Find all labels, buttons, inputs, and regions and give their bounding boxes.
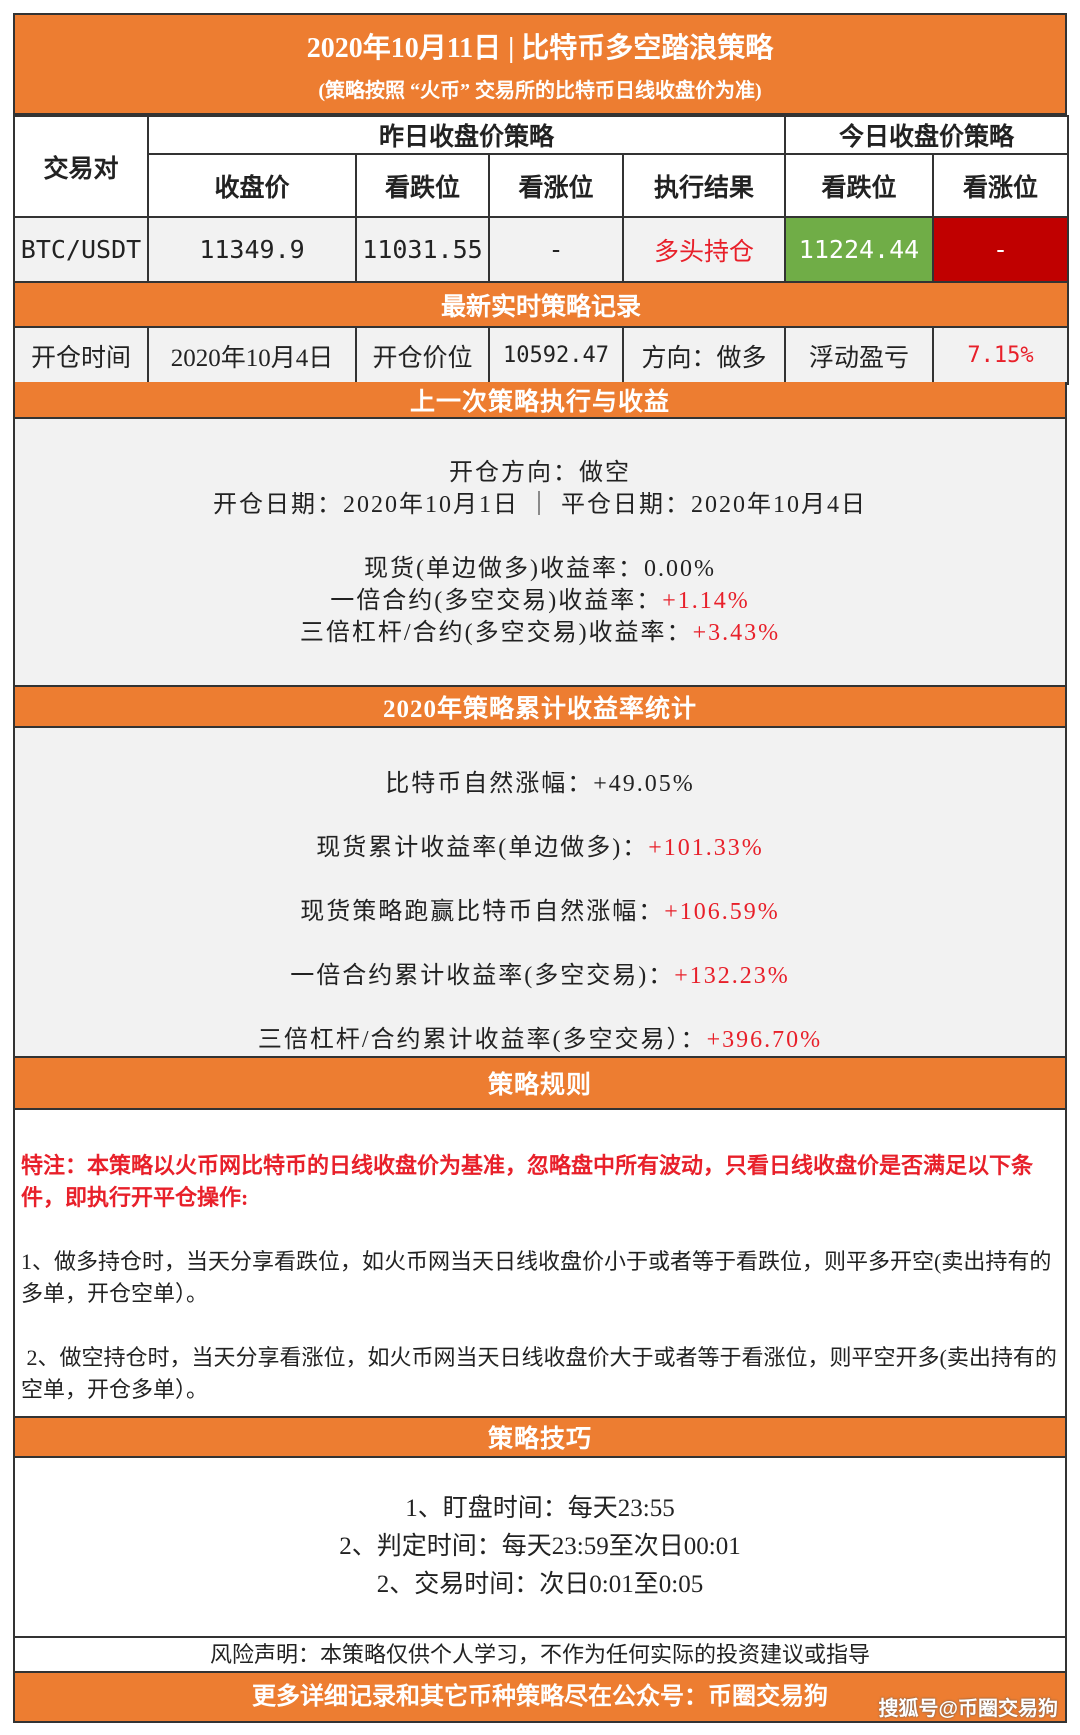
open-time-value: 2020年10月4日 [147,326,357,385]
page-header: 2020年10月11日 | 比特币多空踏浪策略 (策略按照 “火币” 交易所的比… [13,13,1067,115]
risk-disclaimer: 风险声明：本策略仅供个人学习，不作为任何实际的投资建议或指导 [13,1638,1067,1673]
last-item: 一倍合约(多空交易)收益率：+1.14% [330,588,750,614]
pair-header: 交易对 [13,115,149,218]
last-dates: 开仓日期：2020年10月1日 ｜ 平仓日期：2020年10月4日 [213,492,867,518]
open-price-value: 10592.47 [488,326,624,385]
yesterday-group-header: 昨日收盘价策略 [146,115,787,155]
pnl-label: 浮动盈亏 [784,326,935,385]
rule-item: 2、做空持仓时，当天分享看涨位，如火币网当天日线收盘价大于或者等于看涨位，则平空… [21,1345,1057,1402]
col-today-bear: 看跌位 [784,153,935,218]
tip-item: 1、盯盘时间：每天23:55 [405,1495,675,1522]
stat-item: 一倍合约累计收益率(多空交易)：+132.23% [290,963,790,989]
footer-text: 更多详细记录和其它币种策略尽在公众号：币圈交易狗 [252,1684,828,1710]
tip-item: 2、交易时间：次日0:01至0:05 [376,1571,704,1598]
open-price-label: 开仓价位 [355,326,490,385]
rules-section: 特注：本策略以火币网比特币的日线收盘价为基准，忽略盘中所有波动，只看日线收盘价是… [13,1110,1067,1418]
col-bull: 看涨位 [488,153,624,218]
tips-section-title: 策略技巧 [13,1418,1067,1458]
last-section: 开仓方向：做空 开仓日期：2020年10月1日 ｜ 平仓日期：2020年10月4… [13,419,1067,687]
tips-section: 1、盯盘时间：每天23:55 2、判定时间：每天23:59至次日00:01 2、… [13,1458,1067,1638]
direction-value: 方向：做多 [621,326,787,385]
realtime-section-title: 最新实时策略记录 [12,281,1070,328]
stats-section: 比特币自然涨幅：+49.05% 现货累计收益率(单边做多)：+101.33% 现… [13,728,1067,1058]
bear-cell: 11031.55 [355,216,490,283]
table-row: BTC/USDT 11349.9 11031.55 - 多头持仓 11224.4… [13,216,1070,283]
stats-section-title: 2020年策略累计收益率统计 [13,687,1067,728]
today-bear-cell: 11224.44 [784,216,935,283]
rule-item: 1、做多持仓时，当天分享看跌位，如火币网当天日线收盘价小于或者等于看跌位，则平多… [21,1249,1052,1306]
last-item: 现货(单边做多)收益率：0.00% [364,556,716,582]
open-time-label: 开仓时间 [13,326,149,385]
stat-item: 现货累计收益率(单边做多)：+101.33% [316,835,764,861]
page-subtitle: (策略按照 “火币” 交易所的比特币日线收盘价为准) [318,79,762,102]
result-cell: 多头持仓 [621,216,787,283]
footer-banner: 更多详细记录和其它币种策略尽在公众号：币圈交易狗 [13,1673,1067,1723]
stat-item: 现货策略跑赢比特币自然涨幅：+106.59% [300,899,780,925]
last-direction: 开仓方向：做空 [449,460,631,486]
strategy-table: 交易对 昨日收盘价策略 今日收盘价策略 收盘价 看跌位 看涨位 执行结果 看跌位… [12,115,1070,385]
watermark: 搜狐号@币圈交易狗 [878,1698,1058,1720]
rules-section-title: 策略规则 [13,1058,1067,1110]
pnl-value: 7.15% [932,326,1070,385]
stat-item: 比特币自然涨幅：+49.05% [385,771,695,797]
tip-item: 2、判定时间：每天23:59至次日00:01 [339,1533,741,1560]
last-item: 三倍杠杆/合约(多空交易)收益率：+3.43% [299,620,781,646]
close-cell: 11349.9 [147,216,357,283]
rules-note: 特注：本策略以火币网比特币的日线收盘价为基准，忽略盘中所有波动，只看日线收盘价是… [21,1153,1034,1210]
bull-cell: - [488,216,624,283]
page-title: 2020年10月11日 | 比特币多空踏浪策略 [306,32,774,64]
pair-cell: BTC/USDT [13,216,149,283]
stat-item: 三倍杠杆/合约累计收益率(多空交易）：+396.70% [257,1027,823,1053]
last-section-title: 上一次策略执行与收益 [13,382,1067,419]
today-group-header: 今日收盘价策略 [784,115,1070,155]
col-bear: 看跌位 [355,153,490,218]
col-result: 执行结果 [621,153,787,218]
col-close: 收盘价 [147,153,357,218]
today-bull-cell: - [932,216,1070,283]
col-today-bull: 看涨位 [932,153,1070,218]
